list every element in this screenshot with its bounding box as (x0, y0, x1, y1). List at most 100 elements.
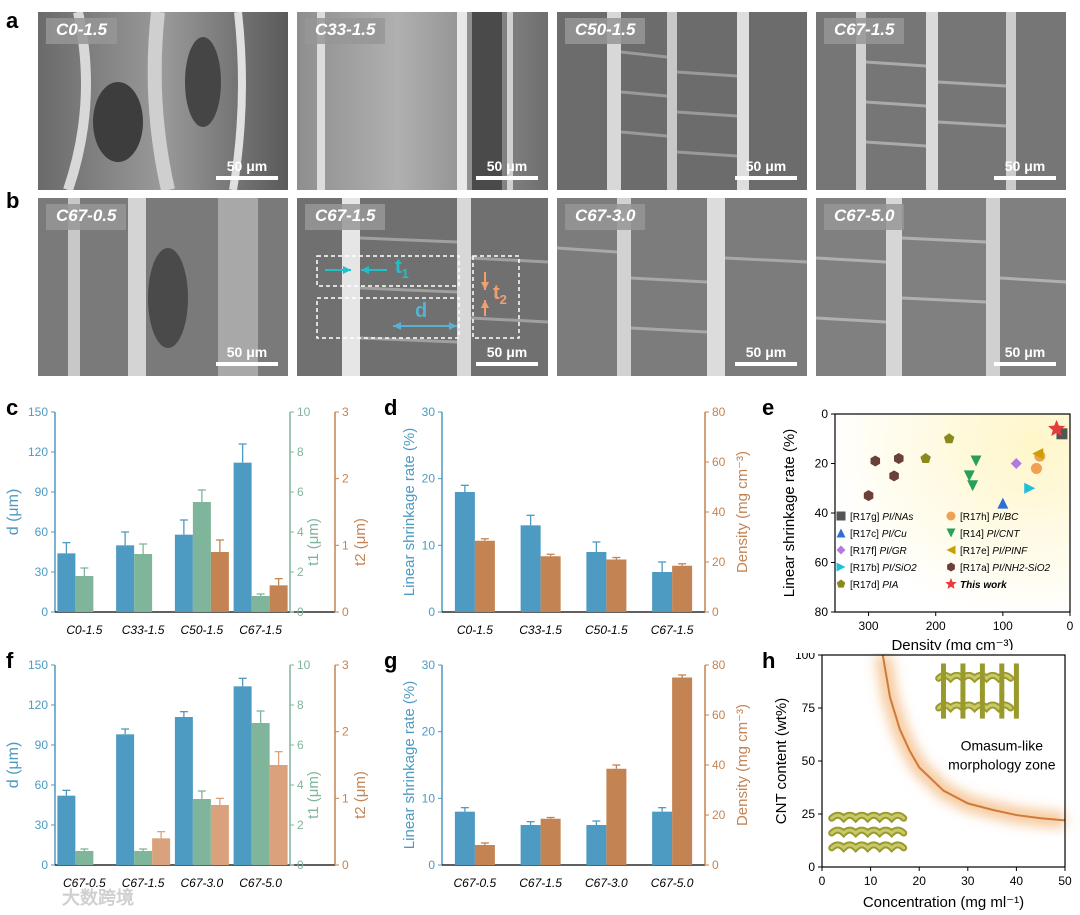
bar-d (174, 717, 193, 865)
x-tick-label: 300 (859, 619, 879, 633)
y-tick-label: 50 (802, 754, 816, 768)
legend-marker (945, 578, 957, 589)
data-point (1056, 428, 1068, 440)
scale-bar-text: 50 μm (226, 344, 268, 360)
boundary-curve (881, 654, 1066, 822)
legend-ref: [R17g] (850, 512, 882, 523)
legend-name: PI/BC (992, 512, 1019, 523)
x-tick-label: 50 (1058, 874, 1072, 888)
cnt-fiber-highlight (937, 673, 1013, 681)
left-tick-label: 10 (422, 791, 436, 805)
sem-label: C67-1.5 (824, 18, 905, 44)
sem-image-b4: C67-5.0 50 μm (816, 198, 1066, 376)
right1-tick-label: 4 (297, 525, 304, 539)
y-tick-label: 0 (808, 860, 815, 874)
cnt-fiber-highlight (830, 813, 906, 821)
x-tick-label: 10 (864, 874, 878, 888)
right1-tick-label: 2 (297, 565, 304, 579)
legend-marker (836, 528, 846, 538)
cnt-fiber-highlight (830, 843, 906, 851)
x-axis-title: Density (mg cm⁻³) (891, 637, 1013, 650)
zone-text-line1: Omasum-like (961, 737, 1044, 753)
legend-marker (946, 511, 956, 521)
x-tick-label: C67-5.0 (239, 876, 282, 890)
x-tick-label: 0 (1067, 619, 1074, 633)
x-tick-label: C0-1.5 (457, 623, 493, 637)
data-point (997, 497, 1009, 509)
y-tick-label: 75 (802, 701, 816, 715)
left-tick-label: 20 (422, 472, 436, 486)
bar-t2 (210, 552, 229, 612)
sem-image-a3: C50-1.5 50 μm (557, 12, 807, 190)
left-tick-label: 150 (28, 658, 48, 672)
legend-label: [R17e] PI/PINF (960, 546, 1028, 557)
legend-label: [R17b] PI/SiO2 (850, 563, 917, 574)
legend-label: [R17f] PI/GR (850, 546, 907, 557)
sem-label: C67-3.0 (565, 204, 646, 230)
x-tick-label: 20 (913, 874, 927, 888)
scale-bar: 50 μm (994, 158, 1056, 180)
legend-marker (836, 545, 846, 555)
chart-f: 0 30 60 90 120 150 0 2 4 6 8 10 0 1 2 3 d (μm) t1 (μm) t2 … (5, 658, 369, 890)
x-tick-label: C67-3.0 (181, 876, 224, 890)
left-tick-label: 10 (422, 538, 436, 552)
left-tick-label: 60 (35, 525, 49, 539)
right2-tick-label: 2 (342, 725, 349, 739)
bar-shrinkage (586, 552, 607, 612)
right2-tick-label: 0 (342, 858, 349, 872)
annotation-t2-sub: 2 (499, 292, 507, 307)
left-tick-label: 120 (28, 698, 48, 712)
right1-axis-title: t1 (μm) (305, 771, 322, 819)
y-axis-title: CNT content (wt%) (773, 698, 790, 824)
right2-tick-label: 2 (342, 472, 349, 486)
y-tick-label: 40 (815, 506, 829, 520)
bar-density (540, 818, 561, 865)
right1-axis-title: t1 (μm) (305, 518, 322, 566)
bar-shrinkage (454, 492, 475, 612)
x-tick-label: C33-1.5 (122, 623, 165, 637)
bar-t1 (75, 576, 94, 612)
x-tick-label: C67-5.0 (651, 876, 694, 890)
legend-name: This work (960, 580, 1007, 591)
x-tick-label: C67-1.5 (651, 623, 694, 637)
right-tick-label: 80 (712, 405, 726, 419)
right-tick-label: 60 (712, 708, 726, 722)
legend-label: [R17h] PI/BC (960, 512, 1019, 523)
left-axis-title: d (μm) (5, 489, 22, 536)
x-tick-label: 40 (1010, 874, 1024, 888)
data-point (967, 480, 979, 492)
y-tick-label: 80 (815, 605, 829, 619)
chart-e: 300 200 100 0 0 20 40 60 80 Density (mg cm⁻³) Line… (781, 407, 1074, 650)
sem-label: C33-1.5 (305, 18, 386, 44)
sem-image-b1: C67-0.5 50 μm (38, 198, 288, 376)
legend-ref: [R14] (960, 529, 987, 540)
x-tick-label: 200 (926, 619, 946, 633)
y-axis-title: Linear shrinkage rate (%) (781, 429, 798, 597)
chart-h: 0 10 20 30 40 50 0 25 50 75 100 Concentration (mg m… (773, 653, 1072, 911)
bar-density (606, 559, 627, 612)
legend-name: PI/NAs (882, 512, 913, 523)
scale-bar-text: 50 μm (745, 158, 787, 174)
legend-ref: [R17b] (850, 563, 882, 574)
chart-d: 0 10 20 30 0 20 40 60 80 Linear shrinkage rate (%… (401, 405, 751, 637)
legend-label: [R17g] PI/NAs (850, 512, 913, 523)
right1-tick-label: 4 (297, 778, 304, 792)
sem-image-a1: C0-1.5 50 μm (38, 12, 288, 190)
right1-tick-label: 6 (297, 485, 304, 499)
bar-d (116, 545, 135, 612)
bar-shrinkage (520, 825, 541, 865)
bar-t1 (251, 596, 270, 612)
right1-tick-label: 8 (297, 445, 304, 459)
annotation-t1-text: t (395, 256, 402, 278)
right-tick-label: 0 (712, 858, 719, 872)
bar-density (606, 768, 627, 865)
legend-ref: [R17a] (960, 563, 992, 574)
left-tick-label: 30 (35, 818, 49, 832)
sem-image-a4: C67-1.5 50 μm (816, 12, 1066, 190)
right2-tick-label: 1 (342, 538, 349, 552)
x-tick-label: 0 (819, 874, 826, 888)
data-point (1032, 448, 1044, 460)
bar-t2 (269, 585, 288, 612)
legend-label: [R14] PI/CNT (960, 529, 1020, 540)
data-point (1048, 419, 1066, 437)
